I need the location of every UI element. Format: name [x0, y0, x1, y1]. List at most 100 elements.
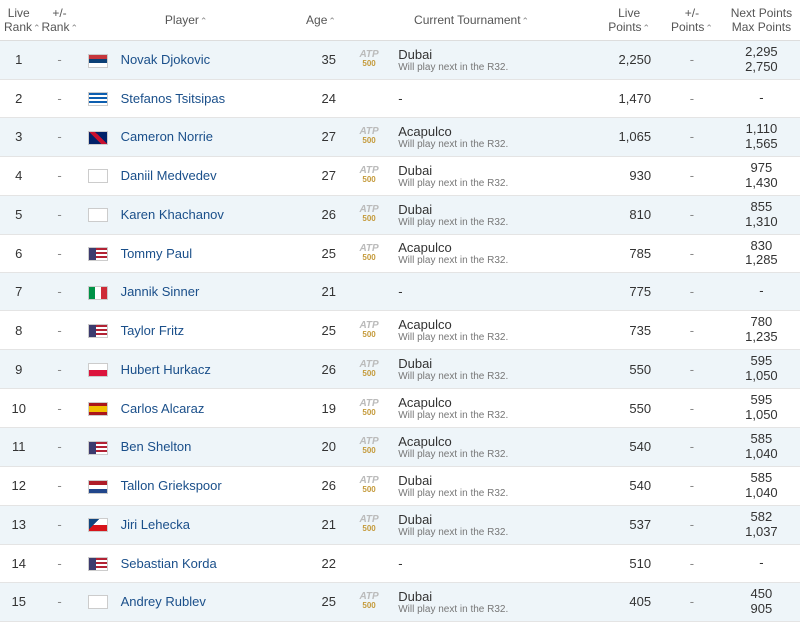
flag-icon: [88, 247, 108, 261]
table-row: 2-Stefanos Tsitsipas24-1,470--: [0, 79, 800, 117]
cell-rank: 5: [0, 195, 37, 234]
tournament-name: -: [398, 556, 591, 571]
tournament-name: Dubai: [398, 589, 591, 604]
atp-logo-icon: ATP500: [359, 50, 378, 68]
tournament-status: Will play next in the R32.: [398, 255, 591, 266]
cell-flag: [82, 544, 115, 582]
tournament-name: -: [398, 284, 591, 299]
cell-rank: 10: [0, 389, 37, 428]
cell-pm-points: -: [661, 195, 723, 234]
header-next-points[interactable]: Next PointsMax Points: [723, 0, 800, 41]
cell-player[interactable]: Taylor Fritz: [115, 311, 291, 350]
cell-age: 20: [291, 428, 346, 467]
cell-player[interactable]: Cameron Norrie: [115, 117, 291, 156]
cell-flag: [82, 273, 115, 311]
flag-icon: [88, 363, 108, 377]
atp-logo-icon: ATP500: [359, 321, 378, 339]
cell-age: 21: [291, 273, 346, 311]
cell-tournament: DubaiWill play next in the R32.: [392, 466, 597, 505]
tournament-status: Will play next in the R32.: [398, 371, 591, 382]
header-live-points[interactable]: Live Points⌃: [597, 0, 661, 41]
flag-icon: [88, 441, 108, 455]
cell-pm-points: -: [661, 428, 723, 467]
table-row: 8-Taylor Fritz25ATP500AcapulcoWill play …: [0, 311, 800, 350]
cell-tournament: -: [392, 544, 597, 582]
cell-tournament: AcapulcoWill play next in the R32.: [392, 311, 597, 350]
cell-player[interactable]: Jannik Sinner: [115, 273, 291, 311]
flag-icon: [88, 324, 108, 338]
cell-next-points: 8301,285: [723, 234, 800, 273]
cell-age: 26: [291, 195, 346, 234]
cell-live-points: 810: [597, 195, 661, 234]
cell-player[interactable]: Hubert Hurkacz: [115, 350, 291, 389]
header-live-rank[interactable]: Live Rank⌃: [0, 0, 37, 41]
cell-tournament: AcapulcoWill play next in the R32.: [392, 428, 597, 467]
rankings-table: Live Rank⌃ +/- Rank⌃ Player⌃ Age⌃ Curren…: [0, 0, 800, 622]
cell-pm-rank: -: [37, 311, 81, 350]
atp-logo-icon: ATP500: [359, 127, 378, 145]
cell-rank: 4: [0, 156, 37, 195]
cell-pm-rank: -: [37, 466, 81, 505]
table-row: 5-Karen Khachanov26ATP500DubaiWill play …: [0, 195, 800, 234]
cell-flag: [82, 156, 115, 195]
cell-rank: 7: [0, 273, 37, 311]
cell-next-points: 5951,050: [723, 350, 800, 389]
cell-tour-logo: ATP500: [346, 234, 392, 273]
cell-flag: [82, 195, 115, 234]
table-row: 4-Daniil Medvedev27ATP500DubaiWill play …: [0, 156, 800, 195]
header-pm-rank[interactable]: +/- Rank⌃: [37, 0, 81, 41]
atp-logo-icon: ATP500: [359, 244, 378, 262]
cell-flag: [82, 311, 115, 350]
cell-player[interactable]: Novak Djokovic: [115, 41, 291, 80]
cell-player[interactable]: Karen Khachanov: [115, 195, 291, 234]
atp-logo-icon: ATP500: [359, 205, 378, 223]
cell-tournament: DubaiWill play next in the R32.: [392, 156, 597, 195]
cell-flag: [82, 505, 115, 544]
tournament-name: Dubai: [398, 473, 591, 488]
flag-icon: [88, 92, 108, 106]
cell-player[interactable]: Daniil Medvedev: [115, 156, 291, 195]
atp-logo-icon: ATP500: [359, 437, 378, 455]
tournament-status: Will play next in the R32.: [398, 178, 591, 189]
table-row: 14-Sebastian Korda22-510--: [0, 544, 800, 582]
cell-tournament: -: [392, 273, 597, 311]
tournament-name: Dubai: [398, 512, 591, 527]
cell-live-points: 550: [597, 389, 661, 428]
cell-next-points: 2,2952,750: [723, 41, 800, 80]
cell-age: 25: [291, 234, 346, 273]
cell-live-points: 735: [597, 311, 661, 350]
header-age[interactable]: Age⌃: [291, 0, 346, 41]
cell-tour-logo: [346, 273, 392, 311]
cell-next-points: 5821,037: [723, 505, 800, 544]
cell-tournament: AcapulcoWill play next in the R32.: [392, 117, 597, 156]
header-pm-points[interactable]: +/- Points⌃: [661, 0, 723, 41]
cell-rank: 9: [0, 350, 37, 389]
cell-player[interactable]: Tommy Paul: [115, 234, 291, 273]
cell-tour-logo: ATP500: [346, 117, 392, 156]
cell-tour-logo: ATP500: [346, 311, 392, 350]
cell-rank: 1: [0, 41, 37, 80]
table-row: 10-Carlos Alcaraz19ATP500AcapulcoWill pl…: [0, 389, 800, 428]
cell-flag: [82, 350, 115, 389]
header-player[interactable]: Player⌃: [82, 0, 291, 41]
cell-age: 22: [291, 544, 346, 582]
flag-icon: [88, 557, 108, 571]
cell-tour-logo: ATP500: [346, 466, 392, 505]
cell-player[interactable]: Stefanos Tsitsipas: [115, 79, 291, 117]
cell-age: 21: [291, 505, 346, 544]
cell-live-points: 550: [597, 350, 661, 389]
cell-player[interactable]: Sebastian Korda: [115, 544, 291, 582]
cell-age: 25: [291, 311, 346, 350]
tournament-status: Will play next in the R32.: [398, 332, 591, 343]
cell-tour-logo: ATP500: [346, 41, 392, 80]
cell-live-points: 2,250: [597, 41, 661, 80]
cell-player[interactable]: Carlos Alcaraz: [115, 389, 291, 428]
cell-live-points: 930: [597, 156, 661, 195]
cell-pm-rank: -: [37, 195, 81, 234]
cell-player[interactable]: Tallon Griekspoor: [115, 466, 291, 505]
cell-player[interactable]: Jiri Lehecka: [115, 505, 291, 544]
cell-flag: [82, 428, 115, 467]
cell-player[interactable]: Ben Shelton: [115, 428, 291, 467]
tournament-name: Dubai: [398, 47, 591, 62]
header-tournament[interactable]: Current Tournament⌃: [346, 0, 597, 41]
